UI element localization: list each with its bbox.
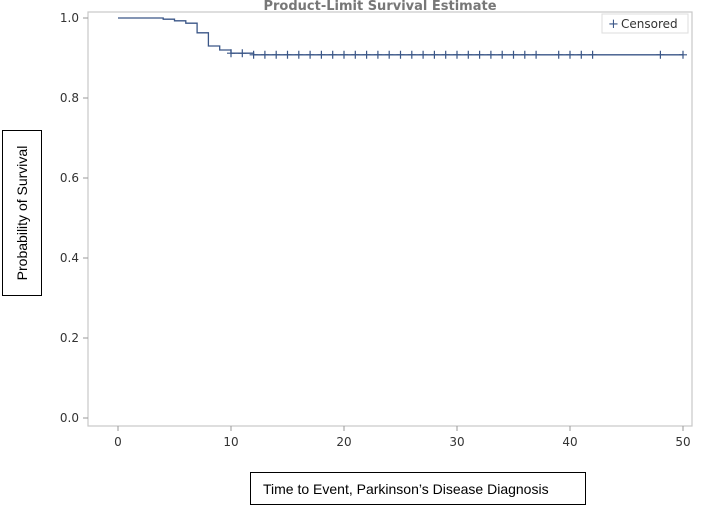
censored-mark xyxy=(227,49,235,58)
censored-mark xyxy=(328,50,337,59)
censored-mark xyxy=(362,50,371,59)
x-tick-label: 40 xyxy=(562,435,577,449)
survival-curve xyxy=(118,17,683,56)
censored-mark xyxy=(306,50,315,59)
x-tick-label: 20 xyxy=(336,435,351,449)
censored-mark xyxy=(453,50,461,59)
censored-mark xyxy=(385,50,394,59)
censored-mark xyxy=(498,50,507,59)
censored-mark xyxy=(520,50,529,59)
y-tick-label: 0.0 xyxy=(60,411,79,425)
censored-mark xyxy=(407,50,416,59)
censored-mark xyxy=(294,50,303,59)
y-tick-label: 0.6 xyxy=(60,171,79,185)
x-tick-label: 30 xyxy=(449,435,464,449)
legend-censored-label: Censored xyxy=(621,17,678,31)
censored-mark xyxy=(283,50,292,59)
censored-mark xyxy=(238,49,247,58)
legend-censored-icon: + xyxy=(608,17,619,32)
censored-mark xyxy=(532,50,541,59)
x-axis-label: Time to Event, Parkinson’s Disease Diagn… xyxy=(263,480,549,497)
censored-mark xyxy=(577,50,586,59)
y-axis-label-box: Probability of Survival xyxy=(2,130,42,296)
censored-mark xyxy=(272,50,281,59)
chart-title: Product-Limit Survival Estimate xyxy=(263,0,496,14)
censored-mark xyxy=(249,50,258,59)
x-axis-label-box: Time to Event, Parkinson’s Disease Diagn… xyxy=(250,472,586,505)
censored-mark xyxy=(260,50,269,59)
y-tick-label: 0.4 xyxy=(60,251,79,265)
censored-mark xyxy=(475,50,484,59)
y-tick-label: 1.0 xyxy=(60,11,79,25)
x-tick-label: 0 xyxy=(114,435,122,449)
plot-frame xyxy=(87,11,693,427)
censored-mark xyxy=(588,50,597,59)
x-tick-label: 50 xyxy=(675,435,690,449)
censored-mark xyxy=(509,50,518,59)
censored-mark xyxy=(340,50,348,59)
y-tick-label: 0.2 xyxy=(60,331,79,345)
censored-mark xyxy=(656,50,665,59)
censored-mark xyxy=(351,50,360,59)
censored-mark xyxy=(464,50,473,59)
censored-mark xyxy=(430,50,439,59)
censored-mark xyxy=(317,50,326,59)
censored-mark xyxy=(373,50,382,59)
censored-mark xyxy=(566,50,574,59)
censored-mark xyxy=(554,50,563,59)
y-axis-label: Probability of Survival xyxy=(14,145,30,281)
x-tick-label: 10 xyxy=(223,435,238,449)
y-tick-label: 0.8 xyxy=(60,91,79,105)
legend: + Censored xyxy=(601,13,689,34)
censored-mark xyxy=(486,50,495,59)
censored-mark xyxy=(419,50,428,59)
censored-mark xyxy=(396,50,405,59)
censored-mark xyxy=(679,50,687,59)
censored-mark xyxy=(441,50,450,59)
